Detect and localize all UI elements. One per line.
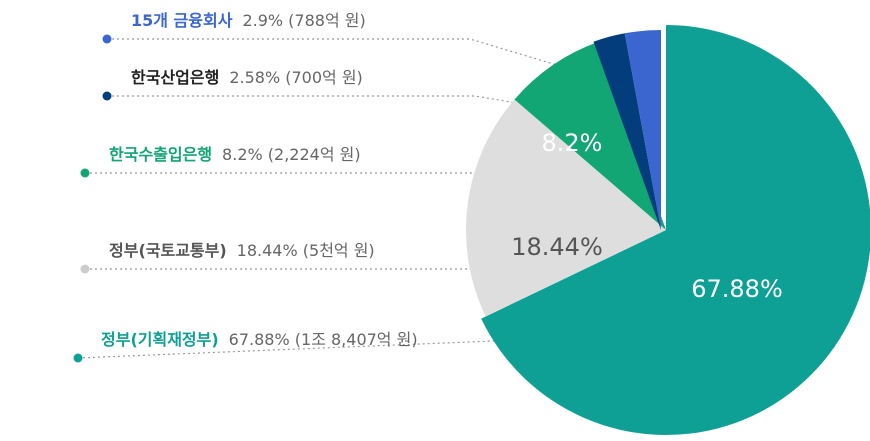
legend-entry: 한국수출입은행 8.2% (2,224억 원) [109,145,361,164]
legend: 정부(기획재정부) 67.88% (1조 8,407억 원) 정부(국토교통부) 18… [73,11,418,363]
legend-entry-value: 2.9% (788억 원) [242,11,365,30]
legend-dot [80,168,90,178]
slice-label: 67.88% [691,275,783,303]
pie-slices [466,25,870,435]
slice-label: 8.2% [542,129,603,157]
legend-entry-value: 2.58% (700억 원) [229,68,362,87]
legend-entry-name: 한국수출입은행 [109,145,212,164]
pie-slice [593,33,661,230]
legend-entry-name: 정부(기획재정부) [101,330,219,349]
legend-entry-name: 한국산업은행 [131,68,219,87]
pie-slice [466,99,666,317]
legend-entry: 정부(기획재정부) 67.88% (1조 8,407억 원) [101,330,418,349]
legend-entry: 정부(국토교통부) 18.44% (5천억 원) [109,241,375,260]
legend-dot [102,34,112,44]
legend-dot [102,91,112,101]
legend-entry-name: 15개 금융회사 [131,11,233,30]
legend-entry-name: 정부(국토교통부) [109,241,227,260]
pie-slice [481,25,870,435]
pie-slice [624,30,661,230]
legend-entry-value: 18.44% (5천억 원) [237,241,375,260]
legend-entry-value: 67.88% (1조 8,407억 원) [229,330,418,349]
legend-dot [73,353,83,363]
slice-label: 18.44% [511,233,603,261]
pie-slice [514,41,666,230]
legend-entry: 15개 금융회사 2.9% (788억 원) [131,11,366,30]
slice-labels: 67.88% 18.44% 8.2% [511,129,783,303]
legend-dot [80,264,90,274]
legend-entry-value: 8.2% (2,224억 원) [222,145,361,164]
legend-entry: 한국산업은행 2.58% (700억 원) [131,68,363,87]
